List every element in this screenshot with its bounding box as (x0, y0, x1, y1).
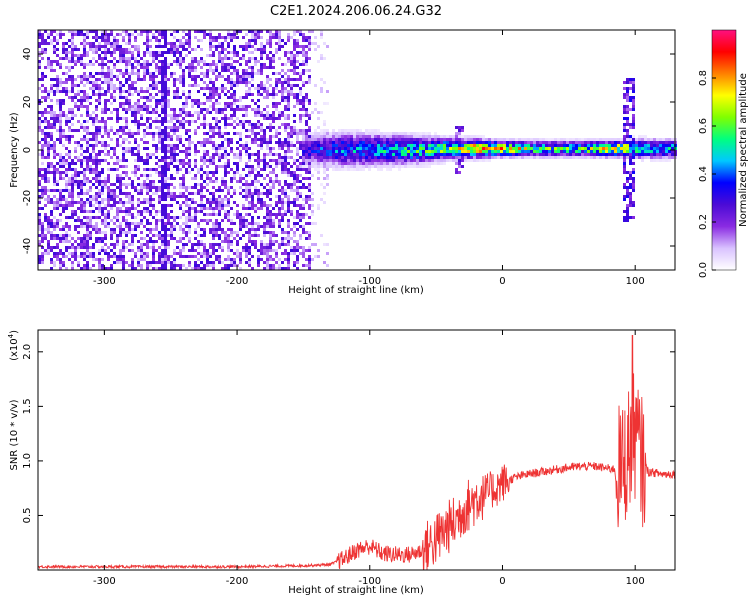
y-tick-label: 0.5 (22, 508, 33, 524)
colorbar-tick-label: 0.8 (698, 70, 709, 86)
x-tick-label: -300 (93, 576, 116, 587)
y-tick-label: 0 (22, 147, 33, 153)
x-tick-label: -200 (226, 576, 249, 587)
colorbar: 0.0 0.2 0.4 0.6 0.8 Normalized spectral ampl… (698, 30, 749, 278)
y-tick-label: 1.0 (22, 453, 33, 469)
colorbar-tick-label: 0.2 (698, 214, 709, 230)
colorbar-tick-label: 0.4 (698, 166, 709, 182)
y-tick-label: 40 (22, 48, 33, 61)
snr-frame (38, 330, 675, 570)
x-tick-label: 0 (499, 576, 505, 587)
y-tick-label: -40 (22, 238, 33, 254)
colorbar-tick-label: 0.0 (698, 262, 709, 278)
colorbar-gradient (712, 30, 736, 270)
x-tick-label: 100 (626, 276, 645, 287)
snr-y-ticks: 0.5 1.0 1.5 2.0 (22, 344, 675, 524)
x-tick-label: -300 (93, 276, 116, 287)
colorbar-tick-label: 0.6 (698, 118, 709, 134)
snr-x-label: Height of straight line (km) (288, 585, 424, 596)
y-tick-label: 2.0 (22, 344, 33, 360)
spectrogram-y-label: Frequency (Hz) (9, 112, 20, 188)
x-tick-label: 100 (626, 576, 645, 587)
x-tick-label: 0 (499, 276, 505, 287)
y-tick-label: 20 (22, 96, 33, 109)
snr-line-series (38, 336, 675, 570)
x-tick-label: -200 (226, 276, 249, 287)
y-tick-label: -20 (22, 190, 33, 206)
snr-y-exponent: (x104) (7, 330, 20, 361)
figure-title: C2E1.2024.206.06.24.G32 (270, 4, 442, 19)
colorbar-label: Normalized spectral amplitude (738, 73, 749, 227)
y-tick-label: 1.5 (22, 398, 33, 414)
snr-y-label: SNR (10 * v/v) (9, 399, 20, 470)
spectrogram-image (38, 30, 677, 270)
snr-line (38, 336, 675, 570)
spectrogram-x-label: Height of straight line (km) (288, 285, 424, 296)
